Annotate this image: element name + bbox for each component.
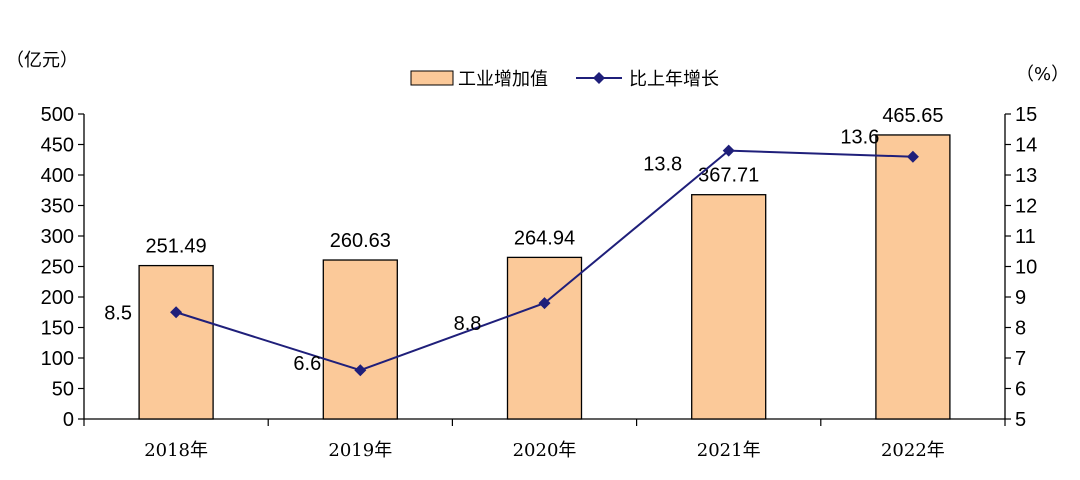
left-tick-label-50: 50: [52, 379, 74, 401]
growth-marker-2022年: [906, 150, 919, 163]
bar-2018年: [138, 264, 214, 420]
legend-line-marker: [593, 72, 605, 84]
x-tick-label-2021年: 2021年: [697, 440, 761, 461]
bar-value-label-2018年: 251.49: [146, 236, 207, 258]
right-tick-label-10: 10: [1015, 257, 1037, 279]
left-axis-unit-label: （亿元）: [6, 50, 78, 71]
right-tick-label-14: 14: [1015, 135, 1037, 157]
left-tick-label-350: 350: [41, 196, 74, 218]
bar-2021年: [691, 194, 767, 420]
growth-marker-2018年: [170, 306, 183, 319]
growth-value-label-2020年: 8.8: [454, 313, 482, 335]
bar-value-label-2021年: 367.71: [698, 165, 759, 187]
right-tick-label-12: 12: [1015, 196, 1037, 218]
legend: 工业增加值 比上年增长: [410, 69, 719, 90]
growth-marker-2019年: [354, 364, 367, 377]
legend-line-label: 比上年增长: [629, 69, 719, 90]
bar-2019年: [322, 259, 398, 420]
x-tick-label-2020年: 2020年: [513, 440, 577, 461]
growth-value-label-2022年: 13.6: [840, 127, 879, 149]
left-tick-label-0: 0: [63, 409, 74, 431]
legend-bar-swatch: [410, 70, 454, 86]
right-tick-label-13: 13: [1015, 165, 1037, 187]
left-tick-label-300: 300: [41, 226, 74, 248]
x-tick-label-2018年: 2018年: [144, 440, 208, 461]
growth-marker-2020年: [538, 297, 551, 310]
x-axis-ticks: 2018年 2019年 2020年 2021年 2022年: [83, 419, 1006, 461]
bar-2022年: [875, 134, 951, 420]
right-tick-label-15: 15: [1015, 104, 1037, 126]
growth-value-label-2018年: 8.5: [104, 302, 132, 324]
right-tick-label-8: 8: [1015, 318, 1026, 340]
bar-value-label-2020年: 264.94: [514, 227, 575, 249]
bar-value-label-2022年: 465.65: [882, 105, 943, 127]
left-tick-label-150: 150: [41, 318, 74, 340]
x-tick-label-2022年: 2022年: [881, 440, 945, 461]
right-axis-ticks: 5 6 7 8 9 10 11 12 13 14 15: [1005, 104, 1037, 431]
legend-bar-label: 工业增加值: [458, 69, 548, 90]
left-tick-label-400: 400: [41, 165, 74, 187]
growth-value-label-2021年: 13.8: [643, 154, 682, 176]
bar-2020年: [506, 256, 583, 420]
left-axis-ticks: 0 50 100 150 200 250 300 350 400 450 500: [41, 104, 84, 431]
left-tick-label-100: 100: [41, 348, 74, 370]
x-tick-label-2019年: 2019年: [328, 440, 392, 461]
left-tick-label-250: 250: [41, 257, 74, 279]
left-tick-label-200: 200: [41, 287, 74, 309]
right-tick-label-11: 11: [1015, 226, 1036, 248]
line-data-labels: 8.5 6.6 8.8 13.8 13.6: [104, 127, 879, 376]
right-tick-label-7: 7: [1015, 348, 1026, 370]
left-tick-label-500: 500: [41, 104, 74, 126]
line-series: [170, 144, 919, 377]
growth-marker-2021年: [722, 144, 735, 157]
growth-value-label-2019年: 6.6: [293, 353, 321, 375]
right-tick-label-9: 9: [1015, 287, 1026, 309]
bar-value-label-2019年: 260.63: [330, 230, 391, 252]
bar-series: [138, 134, 951, 420]
right-tick-label-5: 5: [1015, 409, 1026, 431]
right-axis-unit-label: （%）: [1016, 64, 1069, 85]
bar-data-labels: 251.49 260.63 264.94 367.71 465.65: [146, 105, 944, 258]
right-tick-label-6: 6: [1015, 379, 1026, 401]
left-tick-label-450: 450: [41, 135, 74, 157]
